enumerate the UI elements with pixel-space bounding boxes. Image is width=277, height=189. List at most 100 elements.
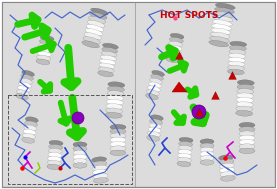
Ellipse shape [110,129,126,134]
Ellipse shape [215,7,234,14]
Ellipse shape [73,146,87,151]
Point [20,167,24,170]
Ellipse shape [110,150,126,156]
Ellipse shape [227,69,244,75]
Circle shape [192,105,206,119]
Ellipse shape [237,89,254,94]
Ellipse shape [92,157,107,162]
Ellipse shape [147,131,160,137]
Ellipse shape [212,20,232,26]
Ellipse shape [49,140,63,146]
Ellipse shape [220,176,235,181]
Ellipse shape [150,119,163,125]
Ellipse shape [200,139,214,144]
Ellipse shape [110,137,126,143]
Ellipse shape [39,43,53,49]
Ellipse shape [149,123,162,129]
Ellipse shape [110,124,126,130]
Ellipse shape [177,161,191,167]
Ellipse shape [19,82,31,88]
Ellipse shape [211,28,231,34]
Ellipse shape [146,94,158,100]
Ellipse shape [93,169,108,175]
Ellipse shape [200,151,214,157]
Ellipse shape [102,43,118,49]
Ellipse shape [237,84,254,90]
Ellipse shape [93,178,108,183]
Ellipse shape [108,82,125,88]
Ellipse shape [239,144,255,149]
Ellipse shape [168,45,182,51]
Ellipse shape [86,24,104,32]
Ellipse shape [36,59,50,65]
Ellipse shape [21,74,34,80]
Ellipse shape [239,122,255,128]
Ellipse shape [73,163,87,168]
Ellipse shape [166,57,180,63]
Ellipse shape [101,51,117,57]
Ellipse shape [237,80,254,86]
Ellipse shape [49,144,63,150]
Ellipse shape [40,35,54,41]
Ellipse shape [22,137,35,143]
Ellipse shape [25,121,37,127]
Ellipse shape [236,110,253,116]
Ellipse shape [84,33,102,40]
Ellipse shape [92,165,107,171]
Ellipse shape [91,8,108,15]
Ellipse shape [229,53,246,59]
Ellipse shape [220,167,235,173]
Ellipse shape [110,133,126,139]
Ellipse shape [228,57,245,63]
Ellipse shape [20,78,32,84]
Text: HOT SPOTS: HOT SPOTS [160,12,218,20]
Ellipse shape [110,146,126,151]
Point [230,74,234,77]
Point [223,156,227,160]
Ellipse shape [236,97,253,103]
Ellipse shape [239,131,255,136]
Ellipse shape [47,164,61,170]
Point [177,53,181,57]
Ellipse shape [236,106,253,112]
Ellipse shape [228,65,245,71]
Ellipse shape [106,104,123,109]
Bar [8,95,132,184]
Ellipse shape [167,53,181,59]
Ellipse shape [148,86,160,92]
Ellipse shape [100,59,116,65]
Ellipse shape [230,41,247,47]
Ellipse shape [239,127,255,132]
Ellipse shape [37,55,50,61]
Ellipse shape [17,90,29,96]
Ellipse shape [105,112,122,118]
Ellipse shape [87,20,105,27]
Ellipse shape [229,49,246,55]
Ellipse shape [147,90,159,96]
Ellipse shape [38,47,52,53]
Ellipse shape [99,63,115,69]
Polygon shape [172,82,187,92]
Ellipse shape [151,74,163,80]
Ellipse shape [210,32,230,39]
Ellipse shape [209,40,229,47]
Point [23,156,27,159]
Ellipse shape [210,36,229,43]
Ellipse shape [85,29,103,36]
Ellipse shape [98,71,114,77]
Ellipse shape [73,154,87,160]
Ellipse shape [98,67,114,73]
Ellipse shape [82,41,99,48]
Ellipse shape [150,78,162,84]
Circle shape [72,112,84,124]
Ellipse shape [228,61,245,67]
Ellipse shape [219,163,234,169]
Ellipse shape [219,155,234,160]
Ellipse shape [169,41,183,47]
Ellipse shape [83,37,101,44]
Point [197,111,201,114]
Ellipse shape [40,39,53,45]
Ellipse shape [48,152,62,158]
Ellipse shape [16,94,28,100]
Point [213,94,217,97]
